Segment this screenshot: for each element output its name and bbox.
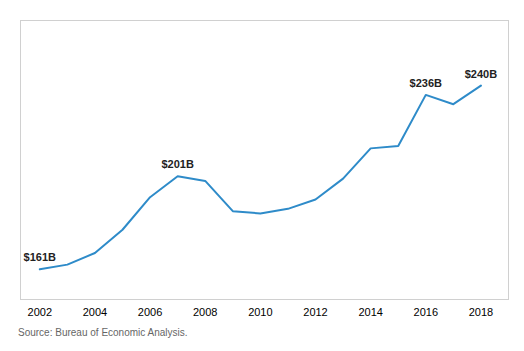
svg-text:$240B: $240B — [465, 68, 497, 80]
svg-text:$201B: $201B — [161, 158, 193, 170]
svg-text:2006: 2006 — [138, 306, 162, 318]
svg-text:$236B: $236B — [410, 77, 442, 89]
svg-text:2012: 2012 — [303, 306, 327, 318]
svg-text:2014: 2014 — [358, 306, 382, 318]
svg-text:2002: 2002 — [28, 306, 52, 318]
svg-text:$161B: $161B — [24, 251, 56, 263]
svg-text:2008: 2008 — [193, 306, 217, 318]
html-text:Source: Bureau of Economic Ana: Source: Bureau of Economic Analysis. — [18, 327, 188, 338]
svg-text:2016: 2016 — [414, 306, 438, 318]
svg-text:2004: 2004 — [83, 306, 107, 318]
svg-text:2018: 2018 — [469, 306, 493, 318]
svg-text:2010: 2010 — [248, 306, 272, 318]
